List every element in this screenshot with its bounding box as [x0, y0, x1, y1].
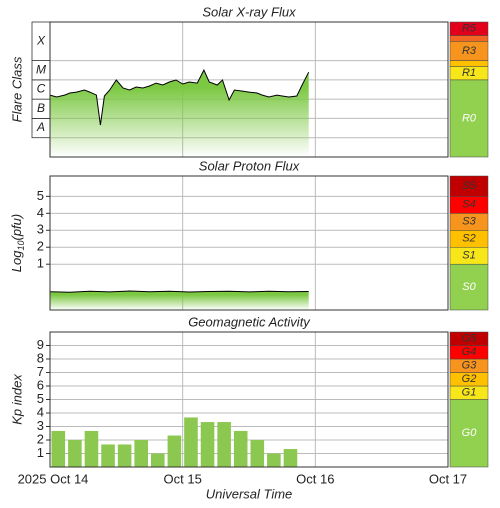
- y-tick-label: 3: [37, 222, 44, 237]
- scale-band: [449, 175, 489, 197]
- scale-label: G3: [462, 360, 478, 372]
- x-tick-label: 2025 Oct 14: [18, 471, 89, 486]
- scale-label: R0: [462, 112, 477, 124]
- kp-bar: [101, 444, 115, 467]
- y-tick-label: 9: [37, 337, 44, 352]
- scale-label: S0: [462, 281, 476, 293]
- kp-bar: [250, 440, 265, 467]
- kp-bar: [151, 453, 165, 467]
- y-axis-label-sub: 10: [16, 241, 26, 251]
- kp-bar: [134, 440, 148, 467]
- x-tick-label: Oct 16: [296, 471, 334, 486]
- plot-area: [50, 176, 448, 310]
- scale-band: [449, 35, 489, 42]
- y-axis-label-unit: (pfu): [9, 214, 24, 241]
- y-tick-label: 2: [37, 431, 44, 446]
- scale-label: S2: [462, 233, 475, 245]
- scale-label: G5: [462, 333, 478, 345]
- scale-band: [449, 21, 489, 36]
- y-tick-label: 4: [37, 404, 44, 419]
- kp-bar: [117, 444, 132, 467]
- scale-label: G0: [462, 427, 478, 439]
- y-axis-label: Flare Class: [9, 56, 24, 122]
- kp-bar: [167, 435, 182, 467]
- y-tick-label: 1: [37, 256, 44, 271]
- kp-bar: [51, 430, 66, 467]
- flux-area: [50, 291, 309, 310]
- y-tick-label: 3: [37, 418, 44, 433]
- scale-label: R3: [462, 45, 477, 57]
- class-label: B: [37, 101, 45, 115]
- flux-line: [49, 290, 309, 293]
- scale-label: G1: [462, 387, 477, 399]
- y-tick-label: 5: [37, 188, 44, 203]
- panel-title: Solar Proton Flux: [199, 158, 300, 173]
- kp-bar: [84, 430, 99, 467]
- y-tick-label: 2: [37, 239, 44, 254]
- scale-label: R5: [462, 23, 477, 35]
- panel-title: Solar X-ray Flux: [202, 4, 296, 19]
- y-tick-label: 6: [37, 377, 44, 392]
- panel-title: Geomagnetic Activity: [188, 314, 311, 329]
- scale-band: [449, 60, 489, 67]
- scale-label: G2: [462, 373, 477, 385]
- x-tick-label: Oct 17: [429, 471, 467, 486]
- plot-border: [49, 331, 449, 468]
- x-tick-label: Oct 15: [164, 471, 202, 486]
- scale-band: [449, 399, 489, 468]
- kp-bar: [267, 453, 281, 467]
- y-tick-label: 5: [37, 391, 44, 406]
- scale-label: G4: [462, 346, 477, 358]
- kp-bar: [68, 440, 82, 467]
- class-label: M: [36, 62, 46, 76]
- y-axis-label-main: Log: [9, 250, 24, 272]
- scale-band: [449, 331, 489, 346]
- flux-line: [49, 68, 310, 126]
- y-tick-label: 1: [37, 445, 44, 460]
- scale-band: [449, 79, 489, 158]
- y-axis-label: Log10(pfu): [9, 214, 26, 272]
- class-label: X: [36, 33, 46, 47]
- class-label: C: [37, 82, 46, 96]
- scale-band: [449, 263, 489, 311]
- plot-border: [49, 175, 449, 311]
- plot-border: [49, 21, 449, 158]
- scale-label: S5: [462, 180, 476, 192]
- scale-label: S1: [462, 250, 475, 262]
- scale-label: S3: [462, 216, 476, 228]
- kp-bar: [184, 417, 198, 467]
- y-tick-label: 8: [37, 350, 44, 365]
- scale-label: S4: [462, 199, 475, 211]
- scale-label: R1: [462, 67, 476, 79]
- kp-bar: [233, 430, 248, 467]
- y-axis-label: Kp index: [9, 374, 24, 425]
- x-axis-label: Universal Time: [206, 486, 293, 501]
- class-label: A: [36, 120, 45, 134]
- y-tick-label: 7: [37, 364, 44, 379]
- kp-bar: [200, 422, 215, 467]
- y-tick-label: 4: [37, 205, 44, 220]
- kp-bar: [283, 449, 298, 467]
- kp-bar: [217, 422, 231, 467]
